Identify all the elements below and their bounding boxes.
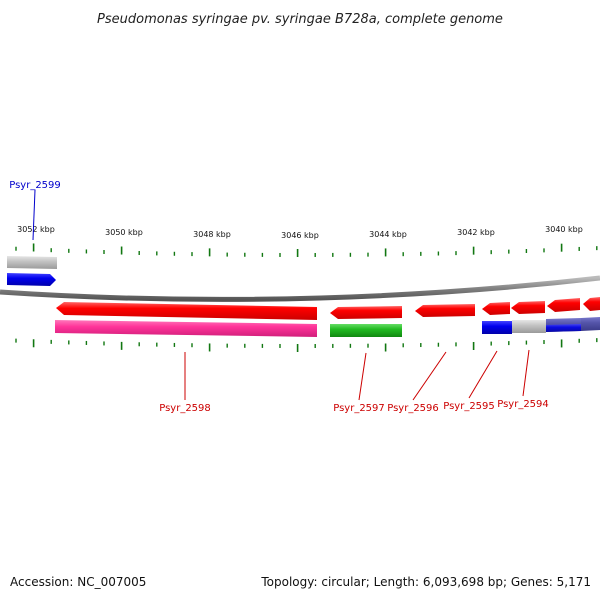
genome-backbone xyxy=(0,275,600,302)
gene-next-arrow-a[interactable] xyxy=(547,298,580,312)
gene-psyr-2599-forward[interactable] xyxy=(7,273,56,286)
gene-psyr-2595-arrow[interactable] xyxy=(482,302,510,315)
gene-label-psyr-2596[interactable]: Psyr_2596 xyxy=(387,351,447,414)
cog-feature-grey xyxy=(512,320,546,333)
tick-label-3050: 3050 kbp xyxy=(105,228,143,237)
gene-label-psyr-2598[interactable]: Psyr_2598 xyxy=(159,352,211,414)
cog-feature-green xyxy=(330,324,402,337)
gene-label-psyr-2597[interactable]: Psyr_2597 xyxy=(333,352,385,414)
tick-label-3044: 3044 kbp xyxy=(369,230,407,239)
gene-psyr-2597-arrow[interactable] xyxy=(330,306,402,319)
accession-text: Accession: NC_007005 xyxy=(10,575,146,589)
gene-psyr-2598-arrow[interactable] xyxy=(56,302,317,320)
gene-label-text-psyr-2594: Psyr_2594 xyxy=(497,399,549,410)
gene-label-text-psyr-2599: Psyr_2599 xyxy=(9,180,61,191)
tick-label-3040: 3040 kbp xyxy=(545,225,583,234)
gene-label-psyr-2599[interactable]: Psyr_2599 xyxy=(9,180,61,241)
gene-label-text-psyr-2598: Psyr_2598 xyxy=(159,403,211,414)
scale-labels: 3052 kbp 3050 kbp 3048 kbp 3046 kbp 3044… xyxy=(17,225,583,240)
genome-summary-text: Topology: circular; Length: 6,093,698 bp… xyxy=(260,575,591,589)
cog-feature-pink xyxy=(55,320,317,337)
outer-scale-ticks xyxy=(15,243,598,257)
cog-feature-blue-b xyxy=(546,324,581,332)
inner-scale-ticks xyxy=(15,338,598,352)
tick-label-3048: 3048 kbp xyxy=(193,230,231,239)
tick-label-3042: 3042 kbp xyxy=(457,228,495,237)
gene-label-psyr-2594[interactable]: Psyr_2594 xyxy=(497,349,549,410)
gene-psyr-2596-arrow[interactable] xyxy=(415,304,475,317)
map-title: Pseudomonas syringae pv. syringae B728a,… xyxy=(97,12,503,27)
gene-label-psyr-2595[interactable]: Psyr_2595 xyxy=(443,350,498,412)
gene-next-arrow-b[interactable] xyxy=(583,297,600,311)
gene-label-text-psyr-2595: Psyr_2595 xyxy=(443,401,495,412)
gene-psyr-2594-arrow[interactable] xyxy=(511,301,545,314)
cog-feature-blue xyxy=(482,321,512,334)
tick-label-3046: 3046 kbp xyxy=(281,231,319,240)
cog-feature-grey-outer xyxy=(7,256,57,269)
cog-feature-slate-b xyxy=(581,317,600,331)
tick-label-3052: 3052 kbp xyxy=(17,225,55,234)
gene-label-text-psyr-2596: Psyr_2596 xyxy=(387,403,439,414)
gene-label-text-psyr-2597: Psyr_2597 xyxy=(333,403,385,414)
